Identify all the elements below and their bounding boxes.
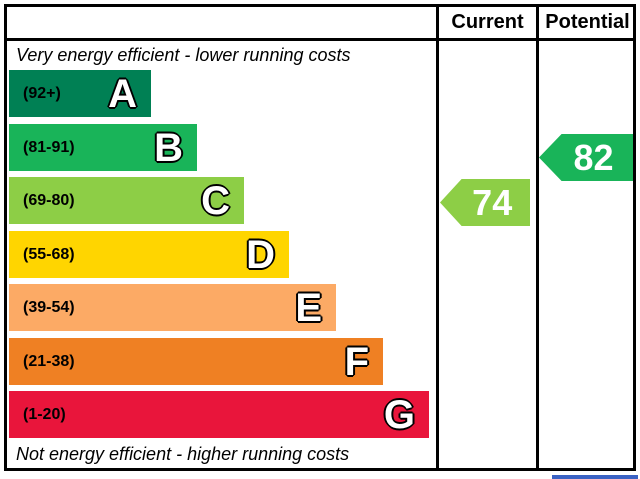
- bottom-caption: Not energy efficient - higher running co…: [16, 444, 350, 464]
- rating-band: (81-91) B: [9, 124, 197, 171]
- current-rating-value: 74: [472, 181, 513, 223]
- band-range-label: (39-54): [23, 298, 75, 316]
- band-range-label: (1-20): [23, 405, 66, 423]
- rating-band: (55-68) D: [9, 231, 289, 278]
- current-column-header: Current: [451, 11, 524, 33]
- band-letter: E: [295, 285, 322, 330]
- rating-band: (39-54) E: [9, 284, 336, 331]
- band-range-label: (92+): [23, 84, 61, 102]
- column-divider-potential: [536, 4, 539, 471]
- chart-outer-border: [4, 4, 636, 471]
- band-letter: C: [201, 178, 230, 223]
- potential-column-header: Potential: [545, 11, 630, 33]
- band-letter: G: [383, 392, 415, 437]
- band-letter: A: [108, 71, 137, 116]
- band-letter: B: [154, 125, 183, 170]
- band-range-label: (55-68): [23, 245, 75, 263]
- band-range-label: (69-80): [23, 191, 75, 209]
- cropped-blue-border-fragment: [552, 475, 638, 479]
- rating-band: (21-38) F: [9, 338, 383, 385]
- rating-band: (69-80) C: [9, 177, 244, 224]
- rating-band: (92+) A: [9, 70, 151, 117]
- top-caption: Very energy efficient - lower running co…: [16, 45, 351, 65]
- current-rating-arrow: 74: [440, 179, 530, 226]
- column-divider-current: [436, 4, 439, 471]
- band-range-label: (81-91): [23, 138, 75, 156]
- potential-rating-arrow: 82: [539, 134, 633, 181]
- potential-rating-value: 82: [573, 136, 614, 178]
- band-range-label: (21-38): [23, 352, 75, 370]
- band-letter: F: [344, 339, 369, 384]
- rating-band: (1-20) G: [9, 391, 429, 438]
- header-divider-line: [4, 38, 636, 41]
- band-letter: D: [246, 232, 275, 277]
